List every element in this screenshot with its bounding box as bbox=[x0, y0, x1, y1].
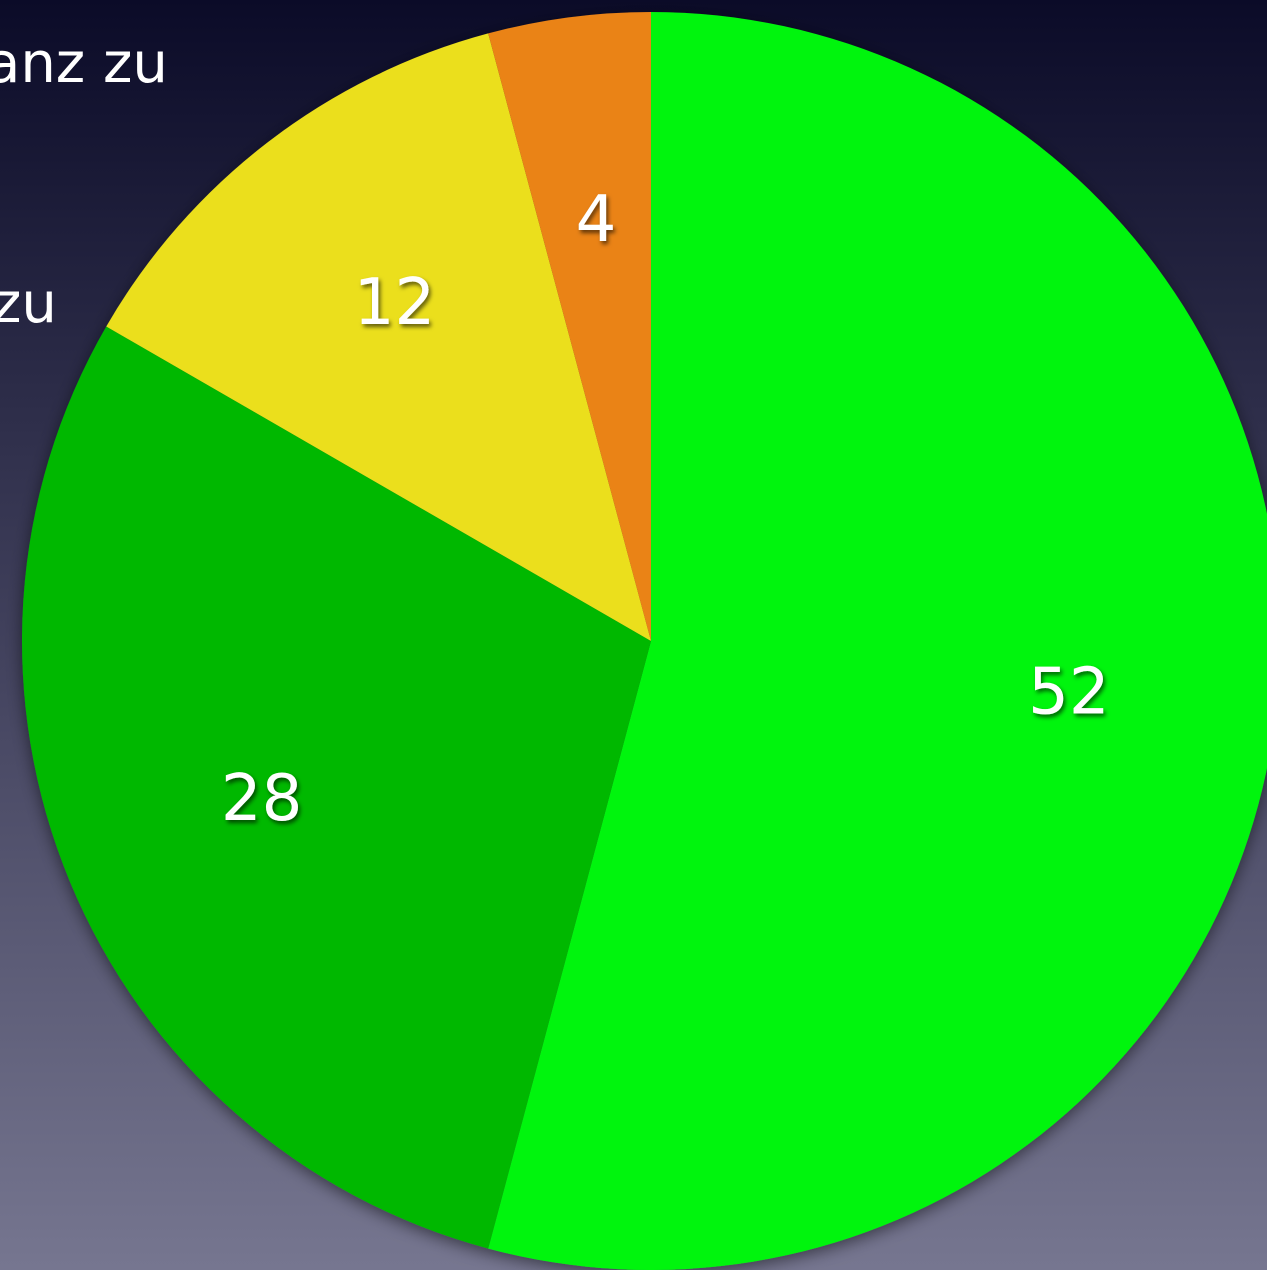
value-label: 12 bbox=[354, 266, 435, 340]
legend-label: zu bbox=[0, 271, 57, 336]
pie-slice bbox=[106, 33, 651, 641]
value-label: 4 bbox=[576, 183, 617, 257]
legend-label: anz zu bbox=[0, 31, 168, 96]
legend: anz zu zu bbox=[0, 31, 168, 336]
pie bbox=[21, 11, 1267, 1270]
pie-slice bbox=[21, 326, 652, 1249]
pie-slice bbox=[488, 11, 651, 641]
value-label: 52 bbox=[1028, 656, 1109, 730]
value-label: 28 bbox=[221, 762, 302, 836]
pie-slice bbox=[488, 12, 1267, 1270]
value-labels: 52 28 12 4 bbox=[221, 183, 1110, 836]
